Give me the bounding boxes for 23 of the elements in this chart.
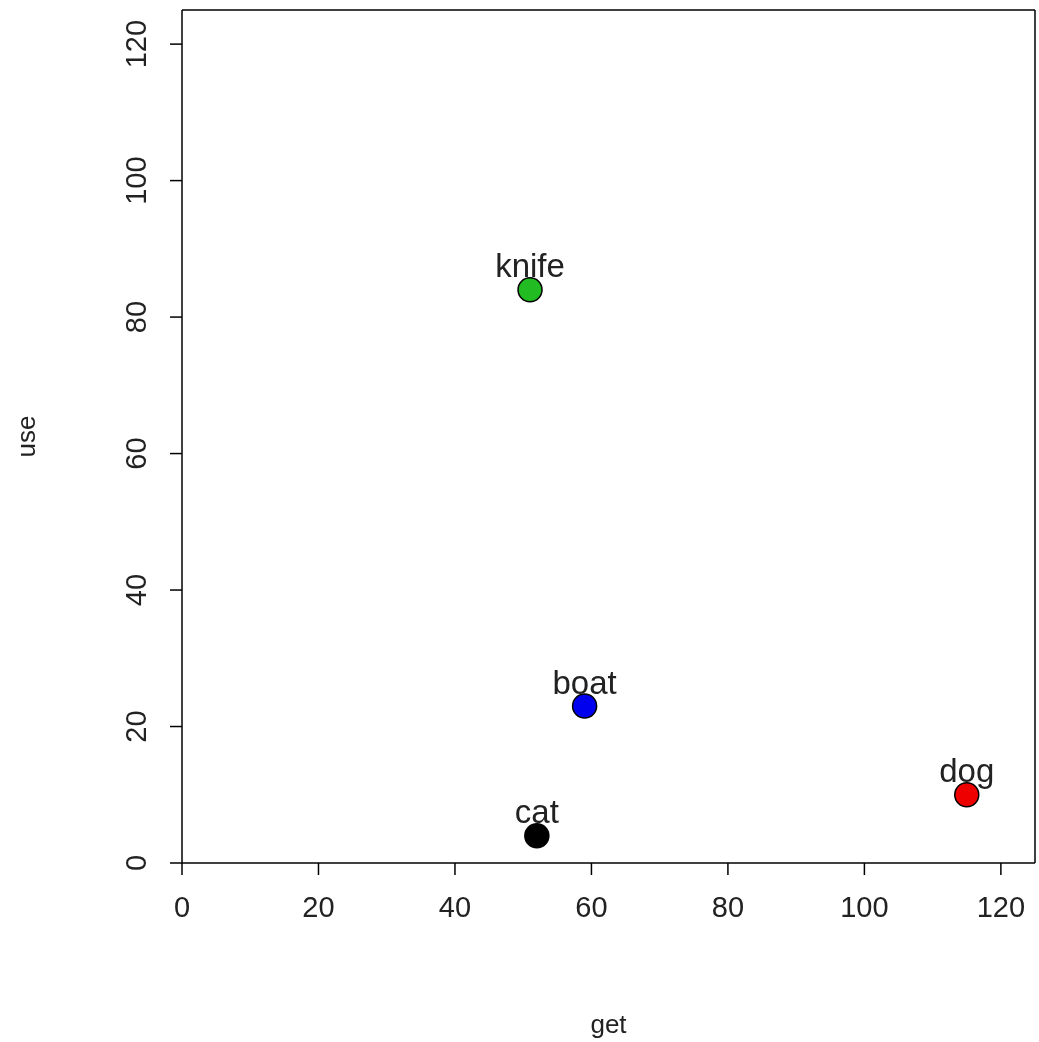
point [524,822,550,849]
x-tick-label: 40 [438,891,472,923]
series-label: dog [939,752,995,790]
y-tick-label: 120 [120,19,152,69]
y-tick-label: 0 [120,854,152,872]
y-tick-label: 100 [120,156,152,205]
x-axis-title: get [590,1009,628,1039]
x-tick-label: 80 [711,891,745,923]
y-tick-label: 80 [120,300,152,334]
x-tick-label: 60 [575,891,608,923]
x-tick-label: 0 [173,891,191,923]
y-tick-label: 40 [120,573,152,607]
x-tick-label: 100 [840,891,889,923]
series-label: knife [495,247,565,285]
point [571,693,598,719]
y-tick-label: 20 [120,710,152,743]
y-axis-title: use [11,415,42,458]
point [517,277,543,303]
x-tick-label: 120 [976,891,1026,923]
series-label: cat [514,793,559,831]
y-tick-label: 60 [120,437,152,470]
series-label: boat [552,663,617,701]
x-tick-label: 20 [302,891,335,923]
